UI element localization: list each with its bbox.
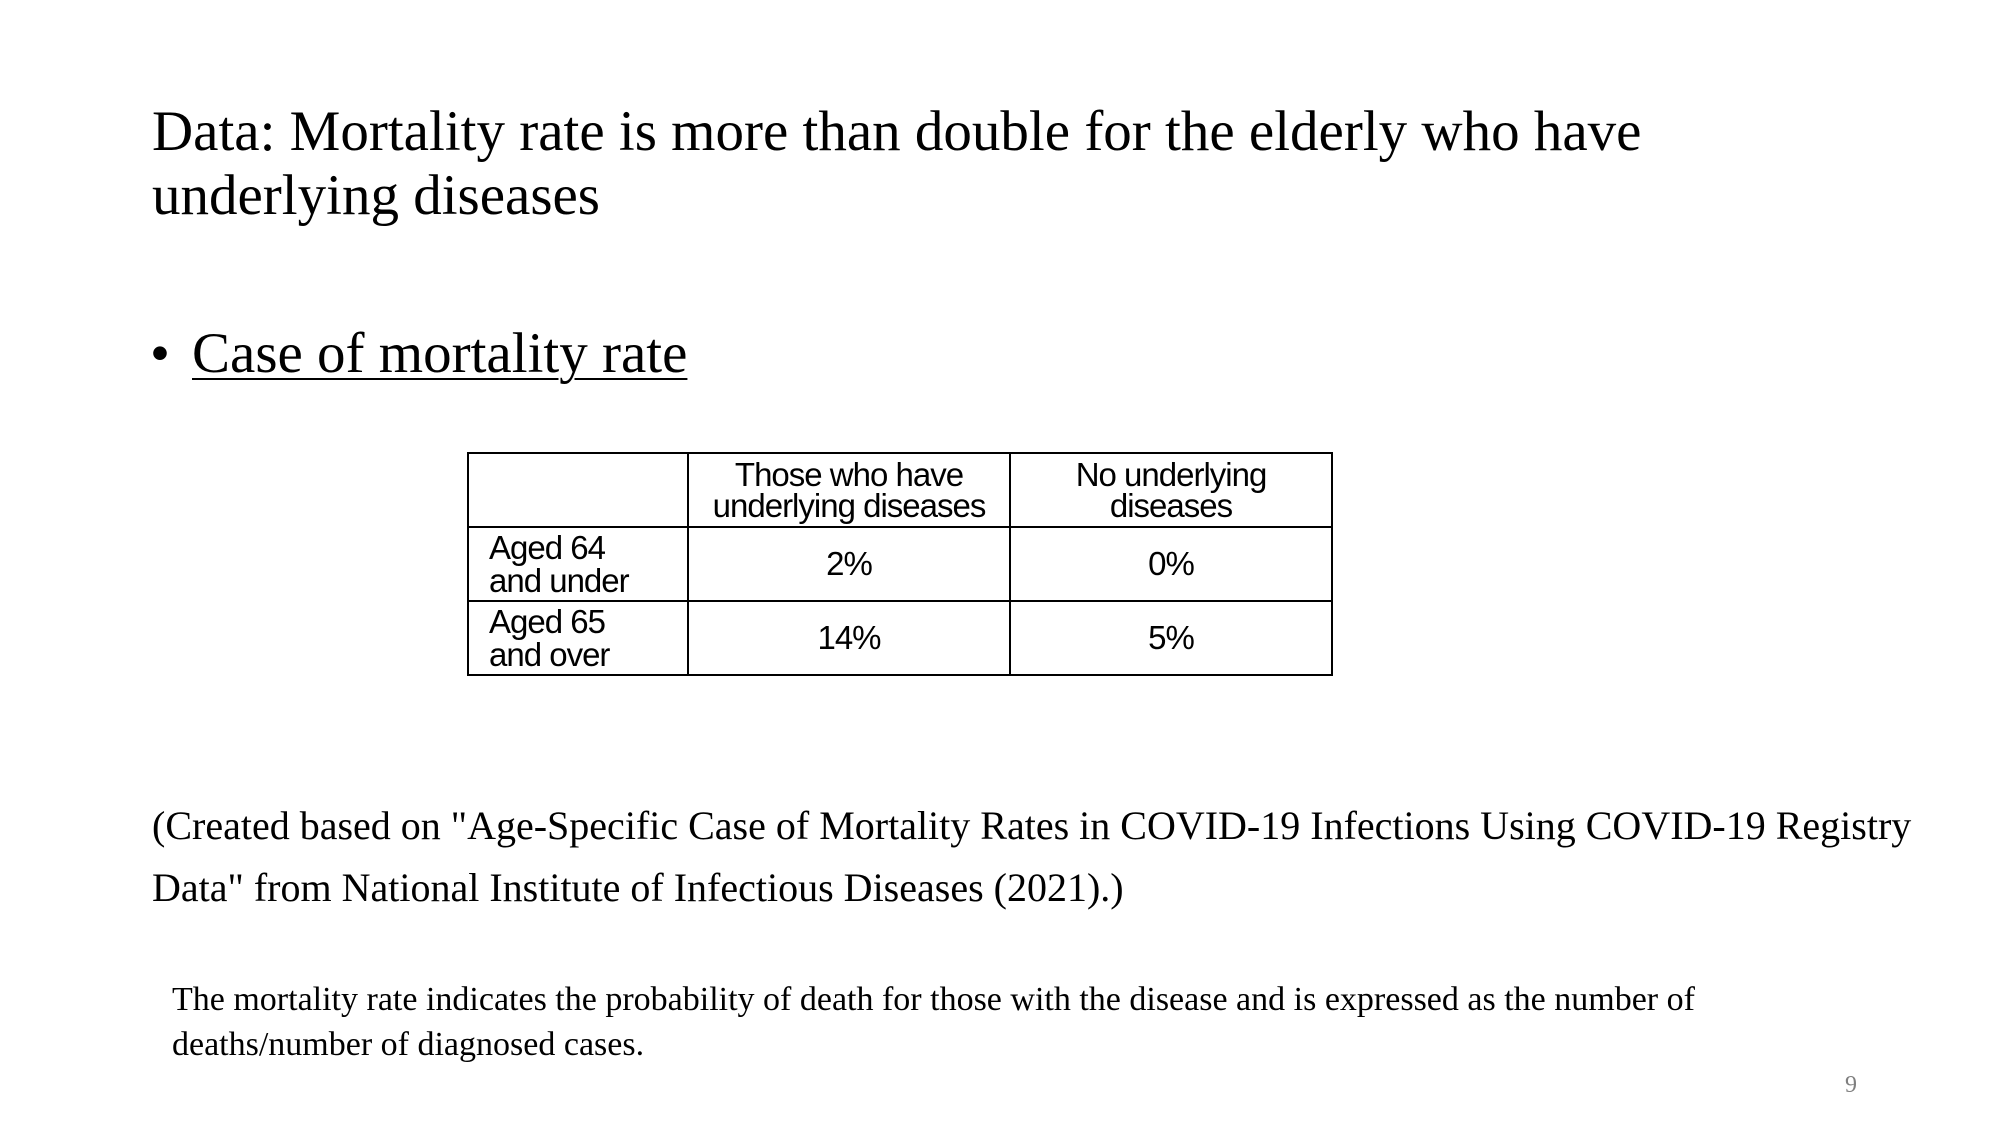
row-label-line: Aged 64 — [489, 529, 606, 566]
table-row: Aged 65 and over 14% 5% — [467, 600, 1333, 676]
table-corner-cell — [467, 452, 689, 528]
mortality-rate-table: Those who have underlying diseases No un… — [467, 452, 1333, 676]
column-header-no-diseases: No underlying diseases — [1009, 452, 1333, 528]
bullet-text: Case of mortality rate — [192, 322, 688, 385]
row-label: Aged 65 and over — [467, 600, 689, 676]
value-cell-with-diseases: 2% — [687, 526, 1011, 602]
bullet-symbol: • — [150, 322, 170, 385]
table-row: Aged 64 and under 2% 0% — [467, 526, 1333, 602]
column-header-with-diseases: Those who have underlying diseases — [687, 452, 1011, 528]
value-cell-no-diseases: 5% — [1009, 600, 1333, 676]
slide-title: Data: Mortality rate is more than double… — [152, 100, 1642, 227]
column-header-line: underlying diseases — [712, 487, 987, 524]
row-label-line: and under — [489, 562, 630, 599]
row-label: Aged 64 and under — [467, 526, 689, 602]
value-cell-with-diseases: 14% — [687, 600, 1011, 676]
row-label-line: Aged 65 — [489, 603, 606, 640]
footnote: The mortality rate indicates the probabi… — [172, 981, 1695, 1063]
table-header-row: Those who have underlying diseases No un… — [467, 452, 1333, 528]
value-cell-no-diseases: 0% — [1009, 526, 1333, 602]
source-note: (Created based on "Age-Specific Case of … — [152, 803, 1912, 910]
column-header-line: Those who have — [734, 456, 964, 493]
page-number: 9 — [1845, 1072, 1857, 1098]
bullet-item: • Case of mortality rate — [150, 322, 687, 386]
row-label-line: and over — [489, 636, 610, 673]
